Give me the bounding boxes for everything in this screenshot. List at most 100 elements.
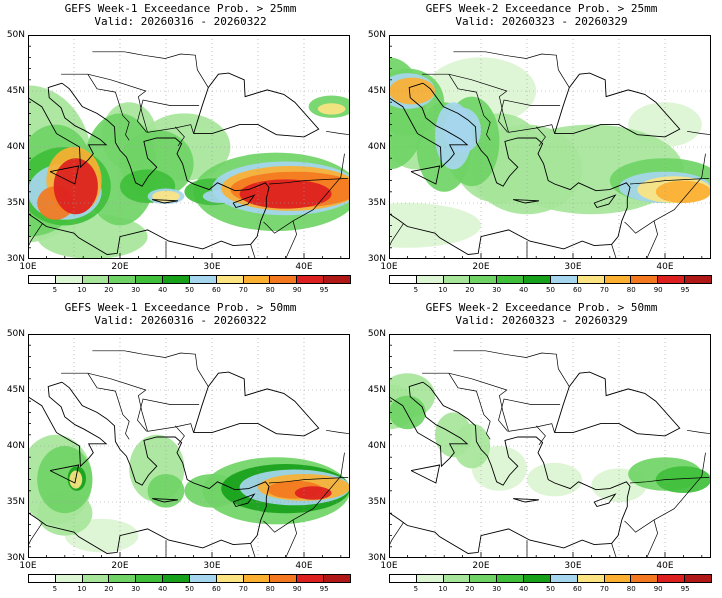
colorbar-tick-label: 95 (319, 286, 329, 294)
lat-label: 45N (6, 385, 25, 395)
colorbar-swatch (324, 575, 350, 582)
country-border (61, 372, 194, 433)
colorbar-tick-label: 60 (211, 585, 221, 593)
colorbar-tick-label: 10 (438, 585, 448, 593)
probability-contour (389, 395, 426, 430)
map-panel-2: GEFS Week-2 Exceedance Prob. > 25mm Valid… (361, 0, 722, 299)
country-border (629, 477, 710, 484)
country-border (283, 220, 297, 259)
panel-title: GEFS Week-1 Exceedance Prob. > 25mm (64, 2, 297, 15)
country-border (535, 425, 546, 446)
colorbar-tick-label: 50 (185, 286, 194, 294)
colorbar-swatch (163, 575, 190, 582)
colorbar-swatch (497, 276, 525, 283)
colorbar-tick-label: 40 (519, 286, 529, 294)
country-border (453, 51, 570, 88)
colorbar-swatch (443, 276, 471, 283)
country-border (535, 126, 546, 147)
panel-title: GEFS Week-1 Exceedance Prob. > 50mm (64, 301, 297, 314)
coastline (152, 498, 179, 503)
colorbar-tick-label: 70 (599, 585, 609, 593)
colorbar-swatch (29, 276, 56, 283)
coastline (410, 464, 441, 484)
colorbar-tick-label: 20 (104, 585, 114, 593)
country-border (611, 244, 617, 259)
lat-label: 35N (6, 198, 25, 208)
colorbar-swatch (216, 276, 244, 283)
coastline (28, 82, 270, 255)
country-border (422, 73, 555, 134)
coastline (513, 498, 540, 503)
colorbar-swatch (470, 276, 498, 283)
coastline (389, 381, 469, 468)
panel-valid-dates: Valid: 20260316 - 20260322 (94, 15, 267, 28)
map-panel-4: GEFS Week-2 Exceedance Prob. > 50mm Valid… (361, 299, 722, 598)
colorbar-tick-label: 95 (680, 585, 690, 593)
coastline (593, 493, 617, 508)
lon-label: 40E (295, 262, 313, 272)
probability-contour (317, 103, 346, 115)
lat-label: 45N (367, 86, 386, 96)
panel-valid-dates: Valid: 20260323 - 20260329 (455, 15, 628, 28)
panel-valid-dates: Valid: 20260316 - 20260322 (94, 314, 267, 327)
coastline (193, 72, 320, 138)
colorbar-swatch (243, 276, 271, 283)
colorbar-swatch (416, 575, 444, 582)
probability-contour (527, 462, 583, 497)
colorbar-swatch (82, 575, 110, 582)
colorbar-tick-label: 10 (438, 286, 448, 294)
probability-contour (53, 158, 98, 215)
country-border (389, 522, 404, 547)
colorbar-swatch (390, 276, 417, 283)
colorbar-swatch (55, 276, 83, 283)
map-area (389, 334, 711, 558)
map-frame (389, 334, 711, 558)
colorbar (389, 574, 712, 583)
colorbar-tick-label: 40 (158, 286, 168, 294)
colorbar-swatch (685, 575, 711, 582)
lon-label: 30E (203, 561, 221, 571)
coastline (554, 72, 681, 138)
colorbar-swatch (631, 575, 659, 582)
colorbar-swatch (189, 575, 217, 582)
colorbar-tick-label: 30 (492, 286, 502, 294)
country-border (250, 543, 256, 558)
coastline (193, 371, 320, 437)
coastline (389, 381, 631, 554)
colorbar-swatch (216, 575, 244, 582)
colorbar-swatch (29, 575, 56, 582)
country-border (448, 74, 491, 141)
lon-label: 40E (295, 561, 313, 571)
country-border (28, 522, 43, 547)
colorbar-swatch (324, 276, 350, 283)
coastline (49, 165, 80, 185)
probability-contour (294, 486, 332, 500)
map-frame (28, 334, 350, 558)
colorbar-swatch (82, 276, 110, 283)
coastline (232, 493, 256, 508)
lat-label: 50N (6, 30, 25, 40)
country-border (389, 223, 404, 248)
coastline (389, 82, 631, 255)
colorbar-tick-label: 20 (465, 585, 475, 593)
coastline (28, 381, 270, 554)
map-panel-3: GEFS Week-1 Exceedance Prob. > 50mm Valid… (0, 299, 361, 598)
colorbar-tick-label: 90 (292, 286, 302, 294)
lon-label: 10E (19, 262, 37, 272)
lat-label: 40N (6, 441, 25, 451)
colorbar-swatch (524, 276, 551, 283)
colorbar-swatch (390, 575, 417, 582)
colorbar-swatch (550, 575, 578, 582)
colorbar-tick-label: 70 (238, 585, 248, 593)
map-panel-1: GEFS Week-1 Exceedance Prob. > 25mm Valid… (0, 0, 361, 299)
colorbar-labels: 5 10 20 30 40 50 60 70 80 90 95 (389, 286, 712, 296)
country-border (644, 220, 658, 259)
colorbar-swatch (604, 575, 632, 582)
country-border (250, 244, 256, 259)
colorbar (28, 574, 351, 583)
probability-contour (152, 190, 180, 202)
country-border (28, 223, 43, 248)
colorbar-swatch (577, 575, 605, 582)
colorbar-swatch (497, 575, 525, 582)
colorbar-tick-label: 80 (626, 585, 636, 593)
